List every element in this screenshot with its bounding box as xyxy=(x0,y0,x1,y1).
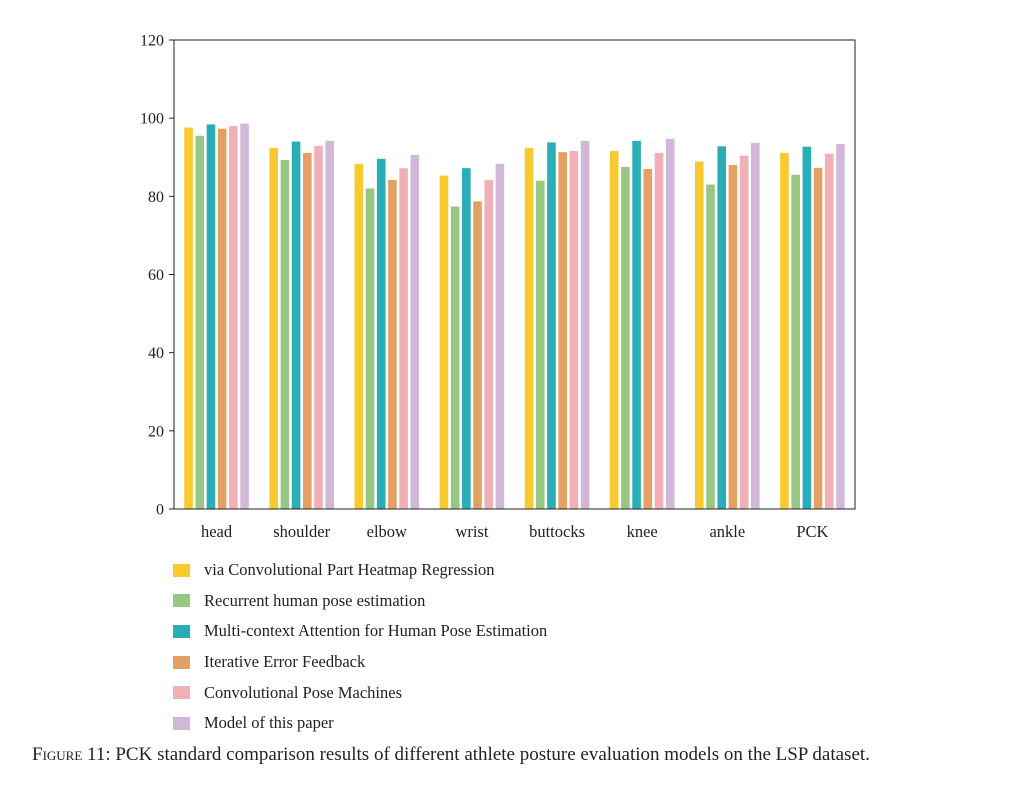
bar xyxy=(291,141,301,509)
bar xyxy=(365,188,375,509)
bar xyxy=(229,125,238,509)
legend-label: Model of this paper xyxy=(204,713,334,733)
y-tick-label: 80 xyxy=(148,189,164,206)
bar xyxy=(739,155,749,509)
legend-swatch xyxy=(173,563,190,577)
legend-item: Convolutional Pose Machines xyxy=(173,677,547,708)
legend-label: Recurrent human pose estimation xyxy=(204,590,426,610)
bar xyxy=(547,142,556,509)
bar xyxy=(535,180,545,509)
y-tick-label: 100 xyxy=(140,111,164,128)
legend-swatch xyxy=(173,686,190,700)
bar xyxy=(558,152,567,510)
legend-item: Model of this paper xyxy=(173,708,547,739)
legend-item: Iterative Error Feedback xyxy=(173,647,547,678)
y-tick-label: 60 xyxy=(148,267,164,284)
bar xyxy=(388,179,397,510)
bar xyxy=(269,147,278,509)
bar xyxy=(632,140,641,509)
legend-label: Multi-context Attention for Human Pose E… xyxy=(204,621,548,641)
bar xyxy=(439,175,449,509)
bar xyxy=(524,147,534,509)
bar xyxy=(206,124,216,510)
legend-label: Iterative Error Feedback xyxy=(204,652,366,672)
legend-item: Multi-context Attention for Human Pose E… xyxy=(173,616,547,647)
x-tick-label: shoulder xyxy=(273,522,330,541)
bar xyxy=(643,168,653,510)
bar xyxy=(836,143,845,509)
bar xyxy=(484,179,494,510)
figure-caption: Figure 11: PCK standard comparison resul… xyxy=(32,744,870,766)
x-tick-label: knee xyxy=(627,522,658,541)
bar xyxy=(780,152,789,509)
x-tick-label: PCK xyxy=(796,522,828,541)
y-tick-label: 0 xyxy=(156,502,164,519)
bar xyxy=(813,167,823,510)
x-tick-label: buttocks xyxy=(529,522,585,541)
y-tick-label: 20 xyxy=(148,423,164,440)
bar xyxy=(728,165,738,509)
bar xyxy=(376,158,386,509)
bar xyxy=(495,163,505,509)
bar xyxy=(706,184,715,510)
bar xyxy=(399,168,408,509)
x-tick-label: elbow xyxy=(367,522,407,541)
bar xyxy=(240,123,249,509)
bar xyxy=(751,142,760,510)
bar xyxy=(609,151,619,509)
bar xyxy=(654,152,664,509)
bar xyxy=(302,152,312,509)
bar xyxy=(195,135,205,509)
bar xyxy=(621,167,630,509)
y-tick-label: 120 xyxy=(140,33,164,50)
legend-swatch xyxy=(173,594,190,608)
bar xyxy=(314,145,323,510)
x-tick-label: wrist xyxy=(455,522,488,541)
bar xyxy=(824,153,834,510)
bar xyxy=(280,159,290,510)
bar xyxy=(802,146,812,509)
legend-item: Recurrent human pose estimation xyxy=(173,586,547,617)
legend-swatch xyxy=(173,716,190,730)
x-tick-label: head xyxy=(201,522,233,541)
bar xyxy=(217,128,227,509)
chart-legend: via Convolutional Part Heatmap Regressio… xyxy=(173,555,547,739)
bar xyxy=(354,163,364,509)
bar xyxy=(462,168,471,509)
figure-label: Figure 11: xyxy=(32,744,111,765)
bar xyxy=(473,201,482,509)
legend-label: Convolutional Pose Machines xyxy=(204,682,402,702)
bar xyxy=(580,140,590,509)
bar xyxy=(717,146,727,509)
y-tick-label: 40 xyxy=(148,345,164,362)
caption-text: PCK standard comparison results of diffe… xyxy=(110,744,870,765)
bar xyxy=(450,206,460,509)
bar xyxy=(791,174,800,509)
bar xyxy=(184,127,193,510)
legend-label: via Convolutional Part Heatmap Regressio… xyxy=(204,560,495,580)
legend-item: via Convolutional Part Heatmap Regressio… xyxy=(173,555,547,586)
x-tick-label: ankle xyxy=(709,522,745,541)
bar xyxy=(325,140,334,509)
bar xyxy=(569,151,579,509)
legend-swatch xyxy=(173,624,190,638)
legend-swatch xyxy=(173,655,190,669)
bar xyxy=(665,138,675,509)
bar xyxy=(410,154,420,509)
bar xyxy=(695,161,704,510)
